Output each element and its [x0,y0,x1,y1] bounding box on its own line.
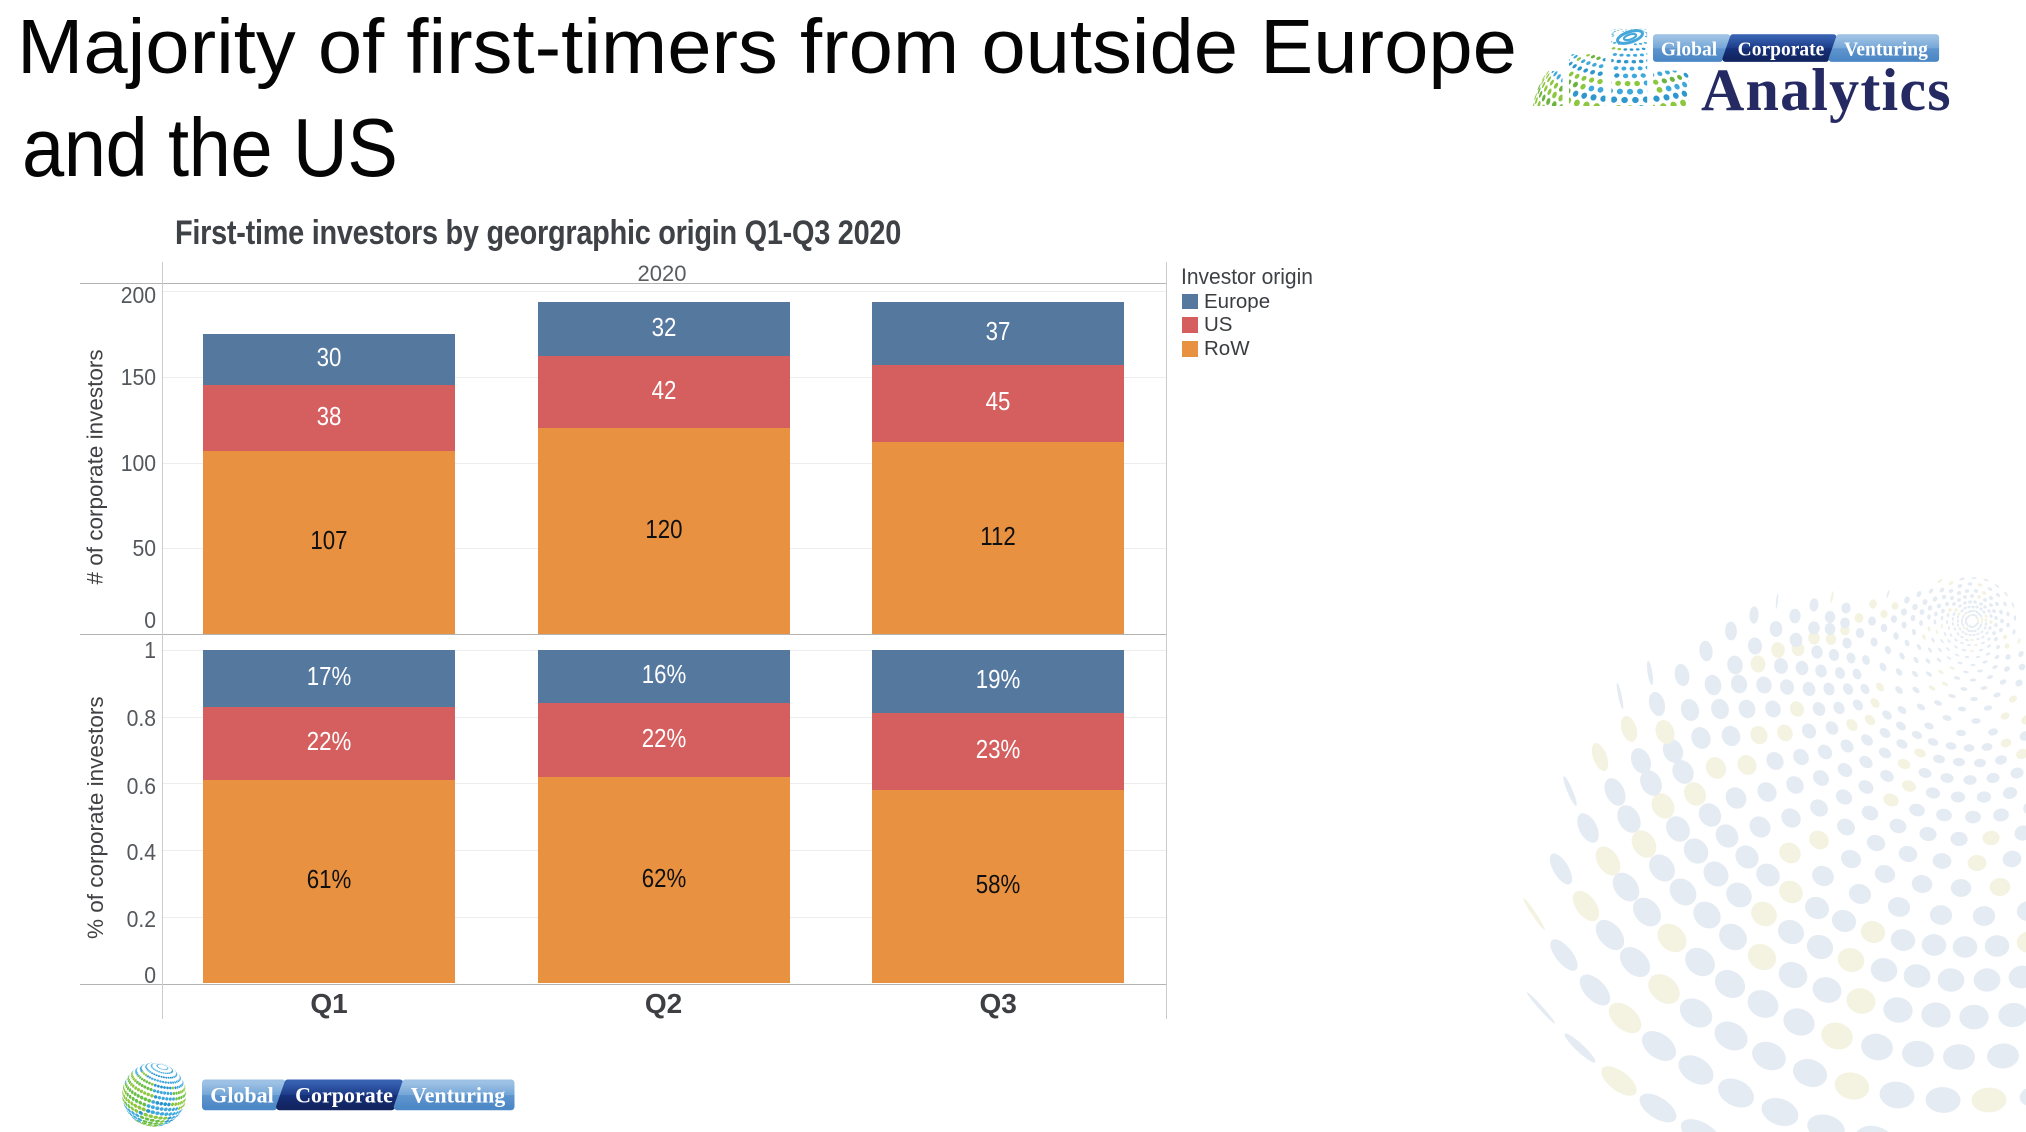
svg-text:Global: Global [1661,40,1718,61]
svg-text:Venturing: Venturing [1844,40,1928,61]
svg-text:Corporate: Corporate [1738,40,1825,61]
svg-text:Analytics: Analytics [1701,57,1952,123]
svg-text:Venturing: Venturing [411,1083,506,1108]
svg-text:Global: Global [210,1083,274,1108]
svg-text:Corporate: Corporate [295,1083,393,1108]
